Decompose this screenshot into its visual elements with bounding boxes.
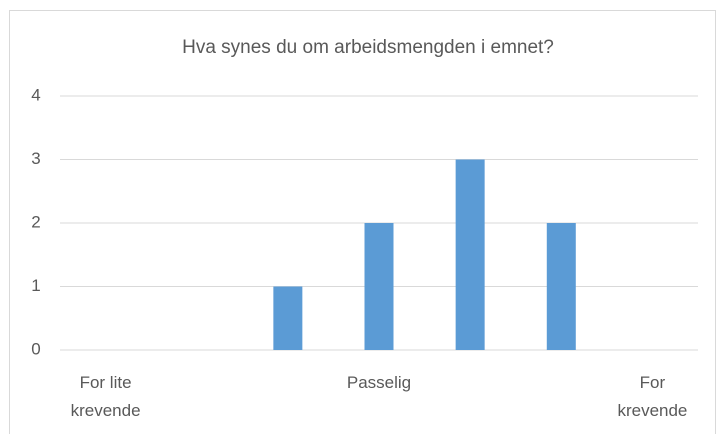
y-tick-label: 1 xyxy=(31,276,40,295)
bar xyxy=(546,223,576,350)
bar xyxy=(455,159,485,350)
x-tick-label: Passelig xyxy=(346,373,412,392)
bar xyxy=(364,223,394,350)
bar xyxy=(273,286,303,350)
x-tick-label: For lite krevende xyxy=(70,373,141,420)
chart-title: Hva synes du om arbeidsmengden i emnet? xyxy=(182,37,554,58)
y-tick-label: 0 xyxy=(31,339,40,358)
y-tick-label: 4 xyxy=(31,85,40,104)
y-tick-label: 3 xyxy=(31,149,40,168)
y-tick-label: 2 xyxy=(31,212,40,231)
chart-border xyxy=(9,10,716,434)
x-tick-label: For krevende xyxy=(617,373,688,420)
